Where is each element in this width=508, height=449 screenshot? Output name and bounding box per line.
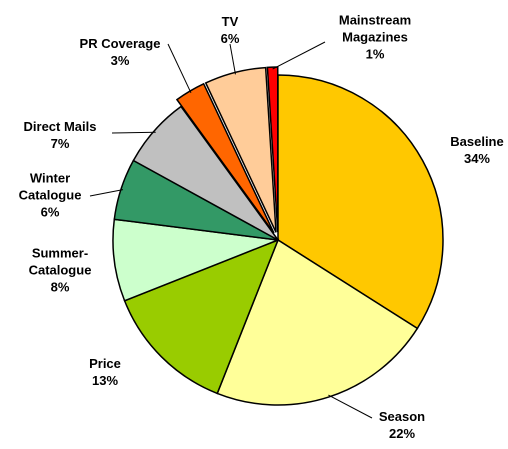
pie-slice — [132, 105, 279, 241]
value-label: 6% — [40, 204, 60, 220]
category-name: Direct Mails — [23, 119, 97, 134]
category-name: Price — [89, 356, 121, 371]
slice-label: PR Coverage 3% — [80, 35, 161, 69]
slice-label: Direct Mails 7% — [24, 118, 97, 152]
value-label: 1% — [365, 46, 385, 62]
leader-line — [229, 43, 236, 75]
value-label: 13% — [91, 373, 119, 388]
slice-label: Baseline 34% — [450, 133, 503, 167]
leader-line — [328, 394, 373, 419]
leader-line — [167, 43, 192, 94]
value-label: 22% — [388, 426, 416, 441]
pie-slice — [266, 66, 279, 233]
slice-label: Mainstream Magazines 1% — [330, 12, 420, 63]
slice-label: Winter Catalogue 6% — [10, 170, 90, 221]
value-label: 8% — [50, 279, 70, 295]
pie-slice — [123, 238, 280, 395]
pie-slice — [277, 74, 444, 330]
category-name: Winter Catalogue — [18, 170, 82, 203]
value-label: 7% — [50, 136, 70, 151]
leader-line — [89, 189, 124, 197]
value-label: 6% — [220, 31, 240, 46]
category-name: Summer-Catalogue — [28, 245, 92, 278]
category-name: TV — [221, 14, 239, 29]
category-name: Season — [378, 409, 426, 424]
slice-label: Summer-Catalogue 8% — [20, 245, 100, 296]
slice-label: TV 6% — [221, 13, 240, 47]
value-label: 34% — [463, 151, 491, 166]
category-name: Baseline — [450, 134, 504, 149]
leader-line — [272, 41, 326, 70]
category-name: PR Coverage — [79, 36, 161, 51]
slice-label: Price 13% — [89, 355, 121, 389]
category-name: Mainstream Magazines — [338, 12, 412, 45]
value-label: 3% — [110, 53, 130, 68]
slice-label: Season 22% — [379, 408, 425, 442]
leader-line — [111, 131, 156, 134]
pie-slice — [216, 238, 419, 406]
